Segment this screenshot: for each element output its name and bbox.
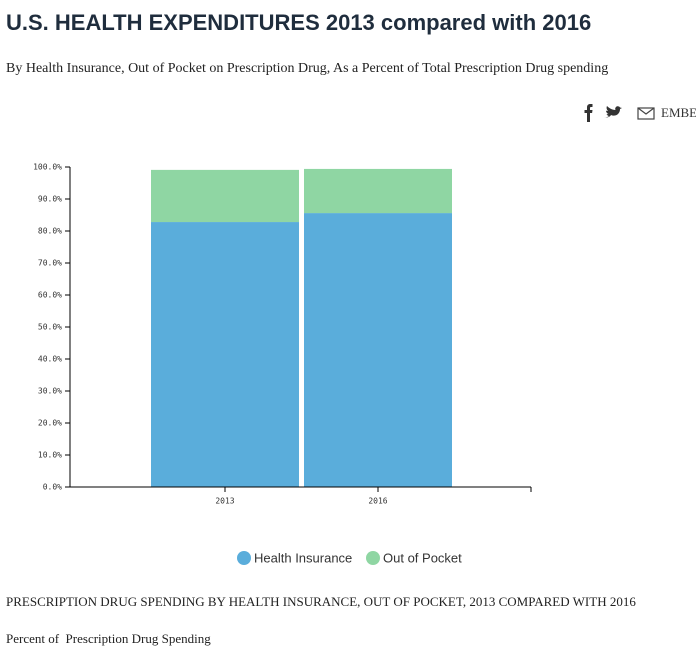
bar-segment xyxy=(151,169,299,223)
share-icons xyxy=(584,104,655,122)
y-tick-label: 50.0% xyxy=(38,323,62,332)
facebook-icon[interactable] xyxy=(584,104,593,122)
y-tick-label: 30.0% xyxy=(38,387,62,396)
y-tick-label: 80.0% xyxy=(38,227,62,236)
y-tick-label: 70.0% xyxy=(38,259,62,268)
bar-segment xyxy=(151,222,299,487)
legend-label: Health Insurance xyxy=(254,550,352,565)
x-tick-label: 2016 xyxy=(368,497,387,506)
title: U.S. HEALTH EXPENDITURES 2013 compared w… xyxy=(6,10,592,35)
y-tick-label: 20.0% xyxy=(38,419,62,428)
x-tick-label: 2013 xyxy=(215,497,234,506)
embed-link[interactable]: EMBED xyxy=(661,105,696,120)
email-icon-flap xyxy=(637,107,655,115)
caption: PRESCRIPTION DRUG SPENDING BY HEALTH INS… xyxy=(6,594,636,609)
email-icon[interactable] xyxy=(637,107,655,120)
y-tick-label: 90.0% xyxy=(38,195,62,204)
chart: 0.0% 10.0% 20.0% 30.0% 40.0% 50.0% 60.0% 70.0% 8… xyxy=(33,163,532,565)
bar-segment xyxy=(304,168,452,214)
y-tick-label: 100.0% xyxy=(33,163,62,172)
note: Percent of Prescription Drug Spending xyxy=(6,631,211,646)
y-tick-label: 60.0% xyxy=(38,291,62,300)
y-tick-label: 0.0% xyxy=(43,483,62,492)
twitter-icon[interactable] xyxy=(604,106,622,118)
y-tick-label: 10.0% xyxy=(38,451,62,460)
share-bar: EMBED xyxy=(578,100,696,126)
subtitle: By Health Insurance, Out of Pocket on Pr… xyxy=(6,61,609,76)
bar-segment xyxy=(304,213,452,487)
y-tick-label: 40.0% xyxy=(38,355,62,364)
legend-swatch xyxy=(366,551,380,565)
legend-swatch xyxy=(237,551,251,565)
legend-label: Out of Pocket xyxy=(383,550,462,565)
